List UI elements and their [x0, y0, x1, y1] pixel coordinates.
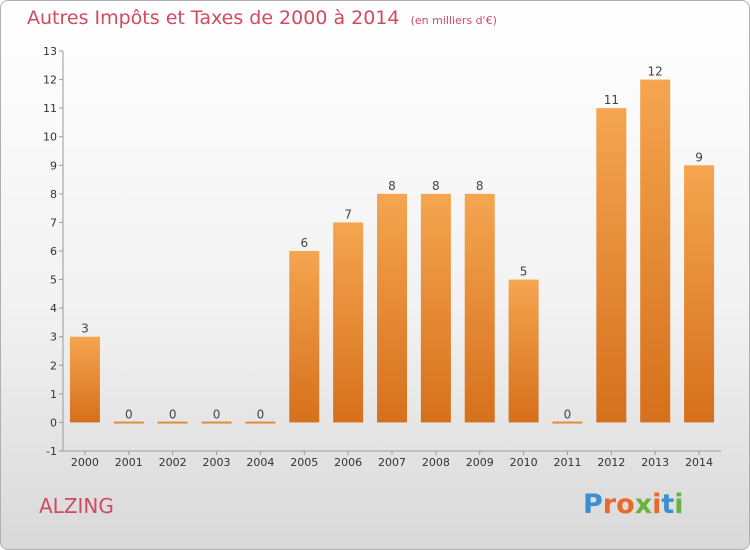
data-label: 8	[476, 179, 484, 193]
y-tick-label: 3	[50, 331, 57, 344]
x-tick-label: 2012	[597, 456, 625, 469]
x-tick-label: 2008	[422, 456, 450, 469]
logo-letter: i	[652, 489, 662, 520]
x-tick-label: 2014	[685, 456, 713, 469]
x-tick-label: 2004	[246, 456, 274, 469]
x-tick-label: 2000	[71, 456, 99, 469]
data-label: 12	[648, 65, 663, 79]
bar	[377, 193, 407, 423]
bar	[420, 193, 451, 423]
y-tick-label: 9	[50, 159, 57, 172]
data-label: 3	[81, 322, 89, 336]
y-tick-label: 5	[50, 274, 57, 287]
data-labels: 3 0 0 0 0 6 7 8 8 8 5 0 11 12 9	[81, 65, 703, 422]
y-tick-label: 13	[43, 45, 57, 58]
x-tick-label: 2013	[641, 456, 669, 469]
bar	[157, 421, 188, 424]
y-tick-label: 11	[43, 102, 57, 115]
x-tick-label: 2009	[466, 456, 494, 469]
data-label: 0	[564, 407, 572, 421]
y-tick-label: 10	[43, 131, 57, 144]
x-tick-label: 2005	[290, 456, 318, 469]
bar	[640, 79, 671, 423]
x-tick-label: 2010	[510, 456, 538, 469]
bar	[684, 165, 715, 423]
y-tick-label: 12	[43, 74, 57, 87]
data-label: 7	[344, 207, 352, 221]
data-label: 0	[213, 407, 221, 421]
bar	[201, 421, 232, 424]
x-tick-label: 2007	[378, 456, 406, 469]
data-label: 0	[169, 407, 177, 421]
y-tick-label: 4	[50, 302, 57, 315]
proxiti-logo[interactable]: Proxiti	[583, 489, 684, 520]
bar	[508, 279, 539, 423]
data-label: 11	[604, 93, 619, 107]
bar	[464, 193, 495, 423]
bar	[289, 251, 320, 423]
data-label: 5	[520, 265, 528, 279]
data-label: 9	[695, 150, 703, 164]
logo-letter: i	[674, 489, 684, 520]
chart-subtitle: (en milliers d'€)	[410, 14, 497, 27]
x-tick-label: 2006	[334, 456, 362, 469]
x-tick-label: 2001	[115, 456, 143, 469]
bars	[69, 79, 715, 424]
data-label: 0	[125, 407, 133, 421]
bar	[69, 336, 100, 423]
y-tick-label: 7	[50, 216, 57, 229]
logo-letter: o	[616, 489, 635, 520]
logo-letter: r	[602, 489, 617, 520]
x-tick-label: 2011	[553, 456, 581, 469]
data-label: 8	[388, 179, 396, 193]
commune-name: ALZING	[39, 494, 114, 518]
y-tick-label: 1	[50, 388, 57, 401]
data-label: 0	[257, 407, 265, 421]
logo-letter: t	[661, 489, 675, 520]
y-tick-label: 8	[50, 188, 57, 201]
chart-title: Autres Impôts et Taxes de 2000 à 2014	[27, 7, 400, 29]
y-tick-label: -1	[46, 445, 57, 458]
logo-letter: P	[583, 489, 603, 520]
bar	[596, 108, 627, 423]
data-label: 8	[432, 179, 440, 193]
bar	[552, 421, 583, 424]
chart-title-block: Autres Impôts et Taxes de 2000 à 2014 (e…	[27, 7, 497, 29]
bar	[113, 421, 144, 424]
y-tick-label: 6	[50, 245, 57, 258]
y-tick-label: 0	[50, 416, 57, 429]
bar	[333, 222, 364, 423]
x-tick-label: 2003	[203, 456, 231, 469]
bar	[245, 421, 276, 424]
data-label: 6	[300, 236, 308, 250]
x-tick-label: 2002	[159, 456, 187, 469]
y-tick-label: 2	[50, 359, 57, 372]
logo-letter: x	[634, 489, 653, 520]
